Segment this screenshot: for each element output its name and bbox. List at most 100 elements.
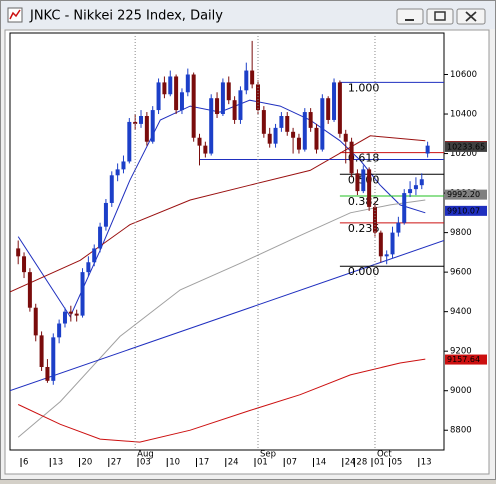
close-button[interactable] [456, 8, 486, 25]
price-label: 9910.07 [447, 206, 480, 215]
x-tick-label: 01 [257, 458, 268, 468]
candle-body [413, 185, 418, 190]
candle-body [408, 189, 413, 194]
candle-body [209, 98, 214, 154]
candle-body [45, 366, 50, 381]
price-label: 10233.65 [447, 142, 485, 151]
candle-body [133, 121, 138, 124]
x-tick-label: 6 [23, 458, 28, 468]
app-icon [7, 7, 23, 23]
candle-body [419, 179, 424, 186]
candle-body [314, 127, 319, 150]
candle-body [74, 313, 79, 316]
x-tick-label: 14 [315, 458, 326, 468]
candle-body [279, 116, 284, 128]
candle-body [256, 84, 260, 111]
candle-body [402, 193, 407, 223]
candle-body [203, 145, 208, 154]
x-tick-label: 01 [374, 458, 385, 468]
candle-body [396, 222, 401, 233]
candle-body [302, 112, 307, 150]
candle-body [291, 131, 296, 138]
candle-body [191, 74, 196, 138]
candle-body [326, 98, 331, 120]
candle-body [51, 337, 56, 381]
candle-body [179, 92, 184, 111]
candle-body [355, 173, 360, 192]
candle-body [98, 226, 103, 249]
x-tick-label: 05 [392, 458, 403, 468]
candle-body [232, 100, 237, 120]
candle-body [168, 76, 173, 95]
candle-body [390, 232, 395, 255]
candle-body [39, 335, 44, 367]
candle-body [33, 307, 38, 336]
y-tick-label: 9800 [450, 228, 472, 238]
minimize-button[interactable] [396, 8, 424, 25]
x-tick-label: 24 [345, 458, 356, 468]
candle-body [220, 82, 225, 115]
x-tick-label: 17 [199, 458, 210, 468]
candle-body [144, 116, 149, 142]
candle-body [332, 82, 337, 120]
x-tick-label: 07 [286, 458, 297, 468]
candle-body [320, 98, 325, 150]
candle-body [250, 70, 255, 85]
fib-level-label: 0.618 [348, 152, 380, 165]
candle-body [27, 272, 32, 308]
candle-body [150, 110, 155, 142]
candle-body [16, 248, 21, 257]
candle-body [273, 127, 278, 144]
x-tick-label: 13 [52, 458, 63, 468]
candle-body [296, 137, 301, 150]
plot-area [9, 32, 445, 451]
candle-body [226, 82, 231, 101]
candle-body [57, 323, 62, 338]
y-tick-label: 10400 [450, 110, 477, 120]
candle-body [337, 82, 342, 134]
fib-level-label: 0.382 [348, 195, 380, 208]
month-label: Sep [260, 450, 276, 460]
indicator-line [17, 99, 426, 318]
indicator-line [17, 358, 426, 443]
candle-body [162, 82, 167, 95]
candle-body [308, 112, 313, 128]
x-tick-label: 28 [356, 458, 367, 468]
candle-body [139, 116, 144, 124]
candle-body [86, 262, 91, 273]
y-tick-label: 10600 [450, 70, 477, 80]
y-tick-label: 9200 [450, 347, 472, 357]
candle-body [197, 137, 202, 146]
candle-body [361, 169, 366, 192]
y-tick-label: 9400 [450, 307, 472, 317]
candle-body [261, 110, 266, 134]
candle-body [156, 82, 161, 111]
price-label-box [445, 141, 487, 152]
x-tick-label: 10 [169, 458, 180, 468]
candle-body [185, 74, 190, 93]
price-label-box [445, 205, 487, 216]
y-tick-label: 9000 [450, 386, 472, 396]
candle-body [68, 311, 73, 314]
candle-body [174, 76, 179, 111]
candle-body [349, 141, 354, 174]
candle-body [127, 121, 132, 162]
candle-body [267, 133, 272, 144]
month-label: Oct [377, 450, 392, 460]
price-label-box [445, 189, 487, 200]
candle-body [121, 161, 126, 170]
fib-level-label: 0.000 [348, 265, 380, 278]
candle-body [22, 256, 27, 273]
candle-body [92, 248, 97, 263]
candle-body [343, 133, 348, 142]
candle-body [115, 169, 120, 176]
y-tick-label: 8800 [450, 426, 472, 436]
month-label: Aug [137, 450, 154, 460]
candle-body [378, 232, 383, 257]
candle-body [425, 145, 430, 154]
candle-body [244, 70, 249, 91]
x-tick-label: 20 [82, 458, 93, 468]
maximize-button[interactable] [426, 8, 454, 25]
